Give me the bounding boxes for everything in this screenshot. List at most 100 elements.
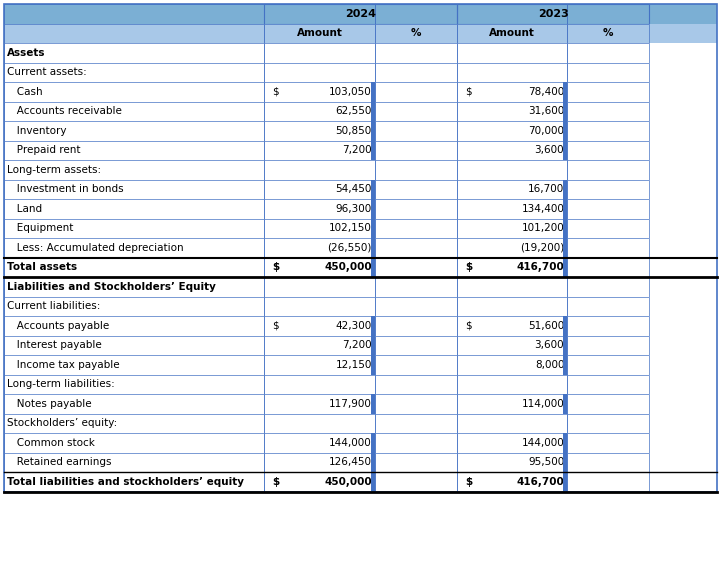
Bar (264, 4, 457, 23)
Text: 12,150: 12,150 (335, 360, 372, 370)
Bar (567, 297, 650, 316)
Bar (264, 355, 375, 374)
Text: (26,550): (26,550) (327, 243, 372, 253)
Bar (563, 238, 567, 257)
Text: Assets: Assets (7, 48, 45, 58)
Bar (4, 414, 717, 433)
Bar (457, 4, 567, 23)
Bar (457, 336, 567, 355)
Bar (375, 4, 457, 23)
Bar (264, 374, 375, 394)
Bar (264, 63, 375, 82)
Bar (375, 43, 457, 63)
Text: Less: Accumulated depreciation: Less: Accumulated depreciation (7, 243, 184, 253)
Bar (371, 219, 375, 238)
Bar (4, 453, 717, 472)
Bar (371, 140, 375, 160)
Text: $: $ (465, 321, 472, 331)
Text: Amount: Amount (296, 28, 342, 38)
Bar (264, 180, 375, 199)
Bar (264, 394, 375, 414)
Text: Current assets:: Current assets: (7, 67, 87, 77)
Bar (563, 433, 567, 453)
Text: Cash: Cash (7, 87, 43, 97)
Bar (457, 374, 567, 394)
Text: Retained earnings: Retained earnings (7, 457, 112, 467)
Text: Long-term assets:: Long-term assets: (7, 165, 101, 175)
Bar (4, 257, 717, 277)
Text: 144,000: 144,000 (329, 438, 372, 448)
Bar (371, 238, 375, 257)
Bar (563, 121, 567, 140)
Text: 101,200: 101,200 (521, 223, 565, 233)
Bar (563, 316, 567, 336)
Bar (563, 453, 567, 472)
Bar (375, 199, 457, 219)
Bar (264, 199, 375, 219)
Bar (457, 277, 567, 297)
Bar (457, 355, 567, 374)
Bar (457, 4, 650, 23)
Bar (375, 394, 457, 414)
Text: Income tax payable: Income tax payable (7, 360, 120, 370)
Text: Total liabilities and stockholders’ equity: Total liabilities and stockholders’ equi… (7, 477, 244, 487)
Text: Common stock: Common stock (7, 438, 95, 448)
Bar (457, 23, 567, 43)
Bar (371, 121, 375, 140)
Bar (4, 316, 264, 336)
Bar (563, 199, 567, 219)
Bar (563, 102, 567, 121)
Bar (264, 297, 375, 316)
Text: Investment in bonds: Investment in bonds (7, 184, 123, 194)
Bar (4, 23, 717, 43)
Bar (375, 472, 457, 491)
Bar (563, 180, 567, 199)
Text: %: % (603, 28, 614, 38)
Text: 51,600: 51,600 (528, 321, 565, 331)
Text: $: $ (273, 87, 279, 97)
Bar (4, 374, 264, 394)
Text: $: $ (273, 477, 280, 487)
Bar (371, 336, 375, 355)
Bar (457, 394, 567, 414)
Bar (4, 277, 264, 297)
Bar (457, 472, 567, 491)
Text: 3,600: 3,600 (535, 145, 565, 155)
Bar (563, 394, 567, 414)
Bar (563, 336, 567, 355)
Bar (457, 160, 567, 180)
Bar (375, 140, 457, 160)
Bar (4, 199, 717, 219)
Text: 42,300: 42,300 (335, 321, 372, 331)
Bar (375, 160, 457, 180)
Text: Accounts payable: Accounts payable (7, 321, 110, 331)
Bar (567, 180, 650, 199)
Bar (264, 4, 375, 23)
Text: 31,600: 31,600 (528, 106, 565, 116)
Text: 134,400: 134,400 (521, 204, 565, 214)
Bar (4, 355, 264, 374)
Bar (567, 102, 650, 121)
Bar (4, 394, 717, 414)
Bar (371, 199, 375, 219)
Bar (4, 336, 264, 355)
Text: %: % (410, 28, 421, 38)
Text: Interest payable: Interest payable (7, 340, 102, 350)
Bar (4, 180, 264, 199)
Bar (4, 4, 717, 23)
Bar (567, 82, 650, 102)
Text: Equipment: Equipment (7, 223, 74, 233)
Bar (375, 414, 457, 433)
Bar (375, 23, 457, 43)
Bar (567, 316, 650, 336)
Text: Total assets: Total assets (7, 262, 77, 272)
Text: 103,050: 103,050 (329, 87, 372, 97)
Bar (567, 355, 650, 374)
Bar (457, 63, 567, 82)
Bar (4, 199, 264, 219)
Bar (457, 43, 567, 63)
Bar (371, 453, 375, 472)
Text: Accounts receivable: Accounts receivable (7, 106, 122, 116)
Bar (457, 180, 567, 199)
Bar (457, 257, 567, 277)
